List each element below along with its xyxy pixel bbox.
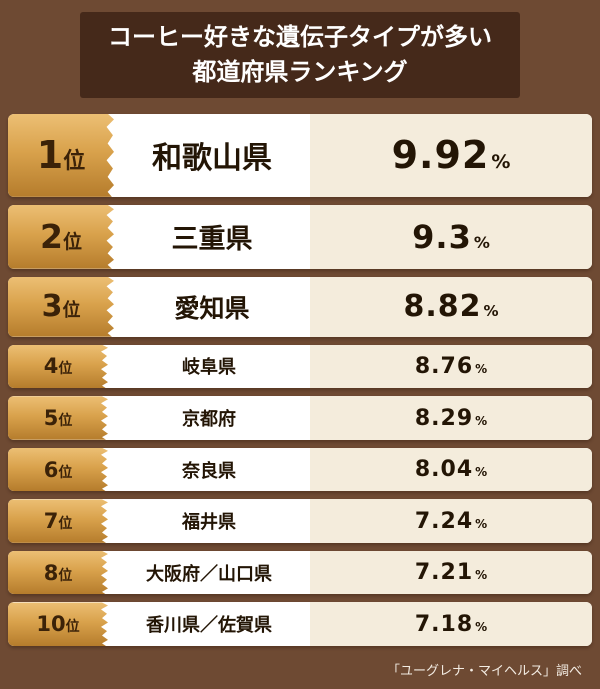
page-title: コーヒー好きな遺伝子タイプが多い 都道府県ランキング [80, 12, 520, 98]
rank-badge: 4位 [8, 344, 108, 389]
percentage-value: 8.29% [415, 406, 487, 431]
prefecture-name: 京都府 [108, 396, 310, 440]
rank-suffix: 位 [62, 231, 82, 254]
prefecture-name: 福井県 [108, 499, 310, 543]
rank-badge: 7位 [8, 499, 108, 543]
title-line-1: コーヒー好きな遺伝子タイプが多い [108, 23, 492, 51]
ranking-row-8: 8位 大阪府／山口県 7.21% [8, 550, 592, 595]
rank-number: 2 [40, 217, 63, 257]
percentage-panel: 7.21% [310, 550, 592, 595]
rank-label: 3位 [42, 289, 81, 324]
percentage-panel: 9.92% [310, 113, 592, 197]
ranking-row-3: 3位 愛知県 8.82% [8, 276, 592, 337]
ranking-row-5: 5位 京都府 8.29% [8, 396, 592, 440]
rank-label: 8位 [44, 561, 73, 585]
percent-sign: % [475, 465, 488, 480]
percentage-number: 7.18 [414, 611, 474, 637]
ranking-row-6: 6位 奈良県 8.04% [8, 447, 592, 492]
percentage-panel: 8.76% [310, 344, 592, 389]
rank-badge: 1位 [8, 113, 114, 197]
ranking-row-1: 1位 和歌山県 9.92% [8, 113, 592, 197]
rank-suffix: 位 [58, 413, 73, 430]
rank-badge: 8位 [8, 550, 108, 595]
rank-badge: 5位 [8, 396, 108, 440]
percentage-value: 8.04% [415, 457, 487, 482]
percentage-number: 8.82 [403, 289, 482, 325]
prefecture-name: 岐阜県 [108, 344, 310, 389]
percent-sign: % [475, 361, 488, 376]
rank-suffix: 位 [65, 619, 80, 636]
rank-number: 4 [43, 354, 59, 379]
percentage-value: 9.3% [412, 218, 490, 256]
percentage-value: 8.76% [415, 354, 487, 379]
percentage-number: 9.92 [391, 133, 490, 178]
rank-label: 6位 [44, 458, 73, 482]
ranking-row-10: 10位 香川県／佐賀県 7.18% [8, 602, 592, 646]
percent-sign: % [475, 568, 488, 583]
percentage-number: 8.76 [414, 353, 474, 379]
prefecture-name: 和歌山県 [114, 113, 310, 197]
rank-suffix: 位 [58, 464, 73, 481]
rank-number: 1 [36, 133, 64, 178]
rank-number: 3 [41, 289, 63, 325]
percentage-number: 8.04 [414, 457, 474, 483]
rank-suffix: 位 [58, 567, 73, 584]
percentage-number: 8.29 [414, 405, 474, 431]
rank-label: 2位 [40, 217, 82, 256]
prefecture-name: 奈良県 [108, 447, 310, 492]
percentage-number: 7.24 [414, 508, 474, 534]
percentage-panel: 8.04% [310, 447, 592, 492]
percentage-panel: 7.18% [310, 602, 592, 646]
ranking-row-7: 7位 福井県 7.24% [8, 499, 592, 543]
prefecture-name: 愛知県 [114, 276, 310, 337]
rank-number: 10 [36, 612, 66, 637]
rank-number: 7 [43, 509, 59, 534]
percentage-panel: 7.24% [310, 499, 592, 543]
rank-number: 6 [43, 457, 59, 482]
rank-label: 10位 [36, 612, 79, 636]
rank-suffix: 位 [58, 516, 73, 533]
percentage-number: 7.21 [414, 560, 474, 586]
percentage-value: 7.24% [415, 509, 487, 534]
ranking-row-2: 2位 三重県 9.3% [8, 204, 592, 269]
percentage-number: 9.3 [412, 217, 472, 256]
rank-badge: 2位 [8, 204, 114, 269]
rank-badge: 6位 [8, 447, 108, 492]
percentage-panel: 8.29% [310, 396, 592, 440]
rank-badge: 10位 [8, 602, 108, 646]
rank-number: 5 [43, 406, 59, 431]
prefecture-name: 三重県 [114, 204, 310, 269]
rank-suffix: 位 [58, 361, 73, 378]
prefecture-name: 大阪府／山口県 [108, 550, 310, 595]
ranking-row-4: 4位 岐阜県 8.76% [8, 344, 592, 389]
percentage-value: 7.18% [415, 612, 487, 637]
percent-sign: % [483, 302, 499, 321]
percent-sign: % [491, 151, 511, 174]
percent-sign: % [475, 516, 488, 531]
prefecture-name: 香川県／佐賀県 [108, 602, 310, 646]
percentage-value: 7.21% [415, 560, 487, 585]
rank-label: 4位 [44, 354, 73, 378]
percentage-value: 8.82% [403, 289, 498, 324]
percentage-panel: 8.82% [310, 276, 592, 337]
percent-sign: % [475, 619, 488, 634]
rank-badge: 3位 [8, 276, 114, 337]
rank-label: 7位 [44, 509, 73, 533]
rank-label: 1位 [37, 133, 85, 177]
percent-sign: % [473, 232, 490, 252]
rank-suffix: 位 [62, 300, 81, 322]
percent-sign: % [475, 413, 488, 428]
title-line-2: 都道府県ランキング [192, 57, 408, 86]
rank-label: 5位 [44, 406, 73, 430]
percentage-panel: 9.3% [310, 204, 592, 269]
rank-suffix: 位 [63, 149, 86, 175]
percentage-value: 9.92% [392, 133, 511, 177]
source-credit: 「ユーグレナ・マイヘルス」調べ [386, 664, 582, 679]
rank-number: 8 [43, 560, 59, 585]
